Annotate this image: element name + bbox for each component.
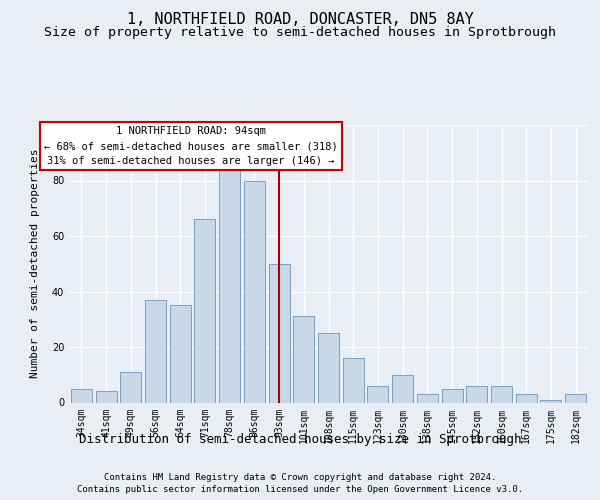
Bar [565, 394, 586, 402]
Bar [293, 316, 314, 402]
Bar [541, 400, 562, 402]
Text: Size of property relative to semi-detached houses in Sprotbrough: Size of property relative to semi-detach… [44, 26, 556, 39]
Text: 1, NORTHFIELD ROAD, DONCASTER, DN5 8AY: 1, NORTHFIELD ROAD, DONCASTER, DN5 8AY [127, 12, 473, 28]
Text: Contains public sector information licensed under the Open Government Licence v3: Contains public sector information licen… [77, 485, 523, 494]
Bar [343, 358, 364, 403]
Bar [170, 306, 191, 402]
Bar [466, 386, 487, 402]
Bar [392, 375, 413, 402]
Bar [120, 372, 141, 402]
Bar [95, 392, 116, 402]
Bar [219, 170, 240, 402]
Bar [71, 388, 92, 402]
Text: Contains HM Land Registry data © Crown copyright and database right 2024.: Contains HM Land Registry data © Crown c… [104, 472, 496, 482]
Y-axis label: Number of semi-detached properties: Number of semi-detached properties [30, 149, 40, 378]
Bar [194, 220, 215, 402]
Bar [516, 394, 537, 402]
Text: 1 NORTHFIELD ROAD: 94sqm
← 68% of semi-detached houses are smaller (318)
31% of : 1 NORTHFIELD ROAD: 94sqm ← 68% of semi-d… [44, 126, 338, 166]
Bar [442, 388, 463, 402]
Bar [417, 394, 438, 402]
Bar [367, 386, 388, 402]
Bar [145, 300, 166, 402]
Text: Distribution of semi-detached houses by size in Sprotbrough: Distribution of semi-detached houses by … [79, 432, 521, 446]
Bar [491, 386, 512, 402]
Bar [244, 180, 265, 402]
Bar [269, 264, 290, 402]
Bar [318, 333, 339, 402]
